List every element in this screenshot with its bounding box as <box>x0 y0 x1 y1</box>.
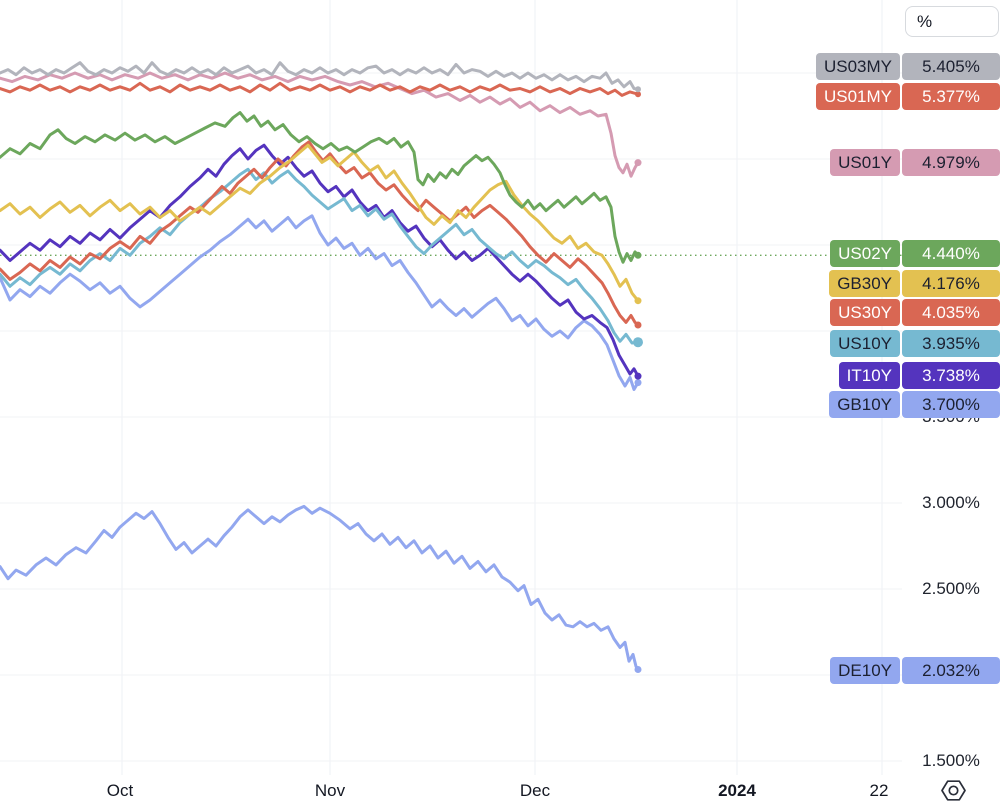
series-end-dot-us01y <box>634 159 642 167</box>
series-line-gb30y[interactable] <box>0 143 640 303</box>
price-scale-unit-button[interactable]: % <box>905 6 999 37</box>
chart-settings-gear-icon[interactable] <box>940 779 967 806</box>
series-line-de10y[interactable] <box>0 504 640 671</box>
series-end-dot-gb30y <box>634 297 642 305</box>
series-line-us10y[interactable] <box>0 167 640 345</box>
series-line-us01my[interactable] <box>0 81 640 97</box>
unit-button-label: % <box>917 11 933 31</box>
series-end-dot-us30y <box>634 321 642 329</box>
series-end-dot-de10y <box>634 666 642 673</box>
series-line-us02y[interactable] <box>0 111 640 264</box>
series-line-us03my[interactable] <box>0 61 640 91</box>
series-end-dot-it10y <box>634 372 642 380</box>
series-end-dot-us01my <box>635 91 641 98</box>
series-line-gb10y[interactable] <box>0 214 640 391</box>
series-line-it10y[interactable] <box>0 143 640 378</box>
series-end-dot-us10y <box>633 337 643 348</box>
series-end-dot-us02y <box>634 251 642 259</box>
series-line-us30y[interactable] <box>0 140 640 327</box>
series-end-dot-us03my <box>635 86 641 93</box>
series-end-dot-gb10y <box>634 379 642 387</box>
